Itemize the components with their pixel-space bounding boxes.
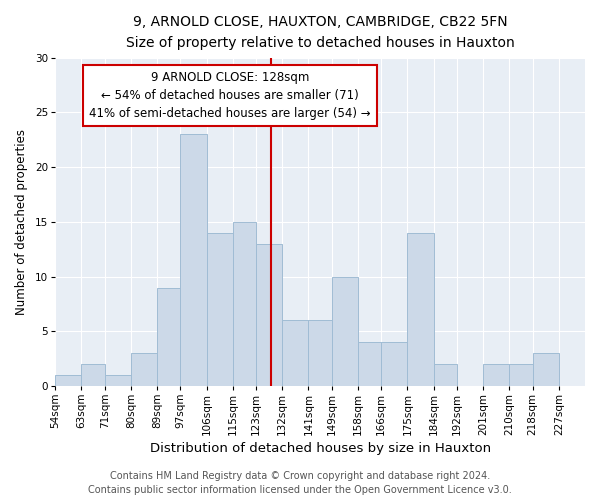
Bar: [434, 364, 457, 386]
Y-axis label: Number of detached properties: Number of detached properties: [15, 129, 28, 315]
Bar: [256, 244, 282, 386]
Text: 9 ARNOLD CLOSE: 128sqm
← 54% of detached houses are smaller (71)
41% of semi-det: 9 ARNOLD CLOSE: 128sqm ← 54% of detached…: [89, 71, 371, 120]
Bar: [104, 375, 131, 386]
X-axis label: Distribution of detached houses by size in Hauxton: Distribution of detached houses by size …: [149, 442, 491, 455]
Bar: [358, 342, 381, 386]
Title: 9, ARNOLD CLOSE, HAUXTON, CAMBRIDGE, CB22 5FN
Size of property relative to detac: 9, ARNOLD CLOSE, HAUXTON, CAMBRIDGE, CB2…: [125, 15, 514, 50]
Bar: [407, 233, 434, 386]
Bar: [282, 320, 308, 386]
Bar: [233, 222, 256, 386]
Bar: [157, 288, 181, 386]
Bar: [131, 353, 157, 386]
Bar: [533, 353, 559, 386]
Bar: [308, 320, 332, 386]
Bar: [82, 364, 104, 386]
Bar: [332, 276, 358, 386]
Bar: [206, 233, 233, 386]
Text: Contains HM Land Registry data © Crown copyright and database right 2024.
Contai: Contains HM Land Registry data © Crown c…: [88, 471, 512, 495]
Bar: [181, 134, 206, 386]
Bar: [509, 364, 533, 386]
Bar: [55, 375, 82, 386]
Bar: [381, 342, 407, 386]
Bar: [483, 364, 509, 386]
